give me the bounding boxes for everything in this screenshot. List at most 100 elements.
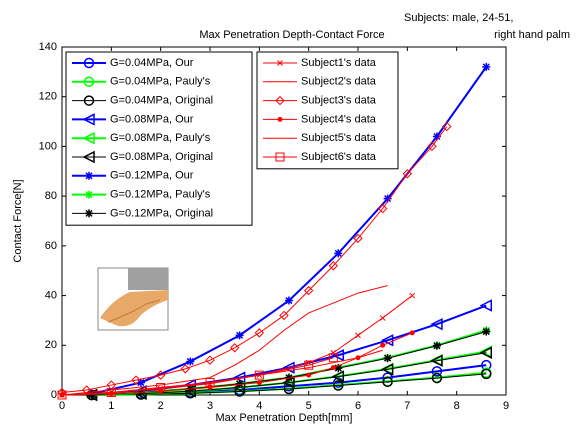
marker xyxy=(284,296,293,305)
series-line xyxy=(61,126,448,394)
marker xyxy=(82,131,95,145)
marker xyxy=(83,57,95,69)
marker xyxy=(409,292,416,299)
marker xyxy=(355,332,361,339)
marker xyxy=(186,357,195,366)
marker xyxy=(279,310,289,321)
marker xyxy=(382,376,393,388)
marker xyxy=(85,171,93,180)
legend-label: Subject2's data xyxy=(301,76,377,88)
y-axis-label: Contact Force[N] xyxy=(12,179,24,262)
marker xyxy=(380,342,386,348)
marker xyxy=(432,341,441,350)
marker xyxy=(328,353,338,363)
inset-image xyxy=(97,267,169,331)
marker xyxy=(87,391,96,399)
series-line xyxy=(91,373,487,396)
marker xyxy=(442,121,452,132)
marker xyxy=(330,349,337,356)
marker xyxy=(377,203,388,214)
y-tick-label: 140 xyxy=(39,41,57,53)
x-tick-label: 3 xyxy=(207,400,213,412)
marker xyxy=(482,62,491,71)
marker xyxy=(205,355,215,365)
x-tick-label: 8 xyxy=(454,400,460,412)
legend-label: G=0.04MPa, Pauly's xyxy=(110,76,211,88)
marker xyxy=(275,95,285,106)
marker xyxy=(180,364,191,374)
x-tick-label: 5 xyxy=(306,400,312,412)
legend-label: Subject5's data xyxy=(301,132,377,144)
marker xyxy=(383,194,392,203)
marker xyxy=(431,366,443,377)
y-tick-label: 100 xyxy=(39,140,57,152)
x-tick-label: 1 xyxy=(108,400,114,412)
y-tick-label: 40 xyxy=(45,289,57,301)
marker xyxy=(304,360,314,370)
marker xyxy=(156,383,166,393)
marker xyxy=(430,354,443,367)
x-tick-label: 0 xyxy=(59,400,65,412)
marker xyxy=(481,368,492,380)
series-line xyxy=(61,332,413,396)
marker xyxy=(136,378,145,387)
marker xyxy=(277,116,283,122)
marker xyxy=(57,390,67,400)
legend-label: G=0.08MPa, Pauly's xyxy=(110,132,211,144)
legend-label: G=0.04MPa, Our xyxy=(110,57,194,69)
x-tick-label: 9 xyxy=(503,400,509,412)
legend-label: G=0.12MPa, Our xyxy=(110,170,194,182)
marker xyxy=(254,328,265,338)
marker xyxy=(479,346,493,359)
legend-label: G=0.08MPa, Our xyxy=(110,113,194,125)
marker xyxy=(235,331,244,340)
y-tick-label: 60 xyxy=(45,240,57,252)
marker xyxy=(85,209,93,218)
marker xyxy=(82,150,95,164)
y-tick-label: 120 xyxy=(39,91,57,103)
marker xyxy=(330,365,336,371)
marker xyxy=(402,169,413,179)
marker xyxy=(380,363,394,376)
y-tick-label: 80 xyxy=(45,190,57,202)
marker xyxy=(83,95,95,106)
marker xyxy=(155,370,166,380)
marker xyxy=(379,315,386,321)
legend-label: G=0.12MPa, Original xyxy=(110,207,213,219)
y-tick-label: 20 xyxy=(45,339,57,351)
legend-label: Subject1's data xyxy=(301,57,377,69)
marker xyxy=(275,152,285,162)
x-axis-label: Max Penetration Depth[mm] xyxy=(216,412,353,424)
legend-label: Subject6's data xyxy=(301,151,377,163)
marker xyxy=(131,375,141,385)
series-line xyxy=(61,357,334,396)
x-tick-label: 2 xyxy=(158,400,164,412)
marker xyxy=(409,330,415,336)
legend-label: G=0.08MPa, Original xyxy=(110,151,213,163)
marker xyxy=(328,261,339,271)
series-line xyxy=(61,295,413,396)
x-tick-label: 6 xyxy=(355,400,361,412)
marker xyxy=(334,364,343,373)
marker xyxy=(254,370,264,380)
marker xyxy=(331,349,345,362)
marker xyxy=(82,113,95,126)
legend-label: Subject4's data xyxy=(301,113,377,125)
legend-box xyxy=(256,51,399,170)
y-tick-label: 0 xyxy=(51,389,57,401)
legend-label: G=0.12MPa, Pauly's xyxy=(110,189,211,201)
marker xyxy=(432,132,441,141)
marker xyxy=(256,380,262,386)
marker xyxy=(383,354,392,363)
series-line xyxy=(91,352,487,396)
x-tick-label: 4 xyxy=(256,400,262,412)
series-line xyxy=(61,285,388,396)
marker xyxy=(229,343,240,353)
marker xyxy=(479,299,493,312)
plot-frame xyxy=(61,46,507,396)
marker xyxy=(431,372,443,384)
marker xyxy=(277,60,283,66)
marker xyxy=(306,372,312,378)
annotation: right hand palm xyxy=(494,29,570,41)
